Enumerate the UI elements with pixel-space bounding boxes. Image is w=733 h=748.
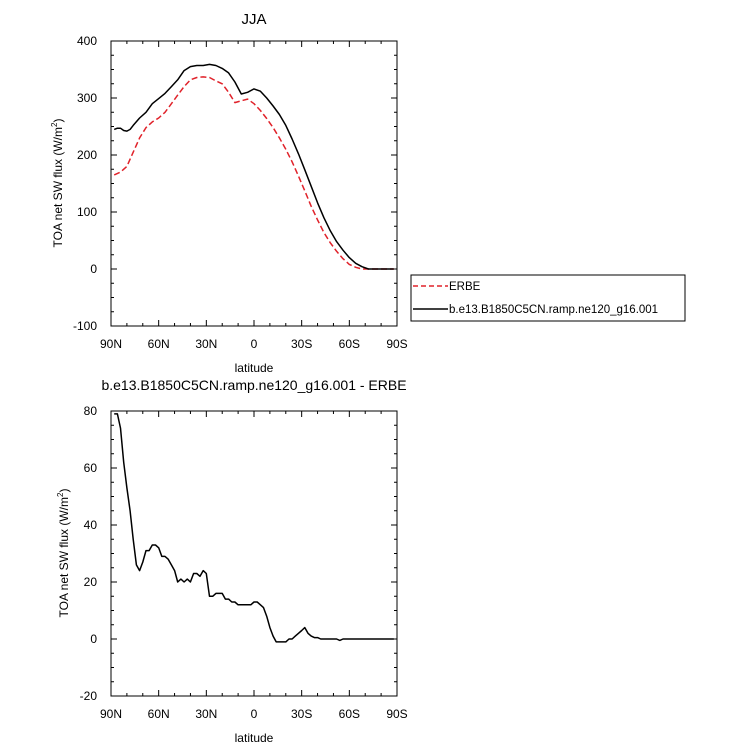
y-tick-label: 100 bbox=[77, 205, 97, 219]
legend-label-model: b.e13.B1850C5CN.ramp.ne120_g16.001 bbox=[449, 304, 658, 316]
y-tick-label: 60 bbox=[84, 461, 98, 475]
x-tick-label: 60N bbox=[148, 707, 170, 721]
y-axis-label-close: ) bbox=[51, 119, 65, 123]
series-group bbox=[114, 413, 394, 643]
legend: ERBE b.e13.B1850C5CN.ramp.ne120_g16.001 bbox=[410, 274, 686, 322]
x-tick-label: 60S bbox=[339, 707, 360, 721]
y-tick-label: 400 bbox=[77, 34, 97, 48]
y-axis-label-main: TOA net SW flux (W/m bbox=[57, 497, 71, 617]
x-tick-label: 30S bbox=[291, 707, 312, 721]
y-axis-label-superscript: 2 bbox=[56, 492, 65, 497]
y-axis-label-main: TOA net SW flux (W/m bbox=[51, 127, 65, 247]
y-tick-label: 20 bbox=[84, 575, 98, 589]
y-tick-label: 40 bbox=[84, 518, 98, 532]
x-tick-label: 30N bbox=[195, 707, 217, 721]
plot-frame bbox=[110, 410, 398, 697]
x-tick-label: 90S bbox=[386, 707, 407, 721]
x-tick-label: 90N bbox=[100, 337, 122, 351]
x-tick-label: 60S bbox=[339, 337, 360, 351]
x-axis-label: latitude bbox=[235, 361, 274, 375]
y-tick-label: 0 bbox=[90, 262, 97, 276]
series-line-erbe bbox=[113, 76, 394, 270]
chart-title: b.e13.B1850C5CN.ramp.ne120_g16.001 - ERB… bbox=[101, 377, 406, 393]
chart-jja: JJA 90N 60N 30N 0 30S 60S 90S -100 0 100 200 300 40… bbox=[50, 11, 686, 375]
y-axis-label-close: ) bbox=[57, 489, 71, 493]
y-tick-label: 80 bbox=[84, 404, 98, 418]
x-axis: 90N 60N 30N 0 30S 60S 90S bbox=[100, 41, 408, 351]
series-group bbox=[113, 63, 394, 270]
y-axis: -20 0 20 40 60 80 bbox=[80, 404, 397, 703]
y-tick-label: -20 bbox=[80, 689, 98, 703]
y-tick-label: -100 bbox=[73, 319, 97, 333]
x-axis: 90N 60N 30N 0 30S 60S 90S bbox=[100, 411, 408, 721]
x-tick-label: 0 bbox=[251, 707, 258, 721]
x-tick-label: 90S bbox=[386, 337, 407, 351]
y-tick-label: 300 bbox=[77, 91, 97, 105]
series-line-b-e13-b1850c5cn-ramp-ne120-g16-001 bbox=[113, 63, 394, 270]
y-axis-label: TOA net SW flux (W/m2) bbox=[50, 119, 65, 248]
x-tick-label: 90N bbox=[100, 707, 122, 721]
legend-label-erbe: ERBE bbox=[449, 281, 481, 293]
x-axis-label: latitude bbox=[235, 731, 274, 745]
chart-title: JJA bbox=[241, 11, 266, 28]
plot-frame bbox=[110, 40, 398, 327]
x-tick-label: 30S bbox=[291, 337, 312, 351]
series-line-b-e13-b1850c5cn-ramp-ne120-g16-001-erbe bbox=[114, 413, 394, 643]
x-tick-label: 60N bbox=[148, 337, 170, 351]
legend-box bbox=[410, 274, 686, 322]
x-tick-label: 0 bbox=[251, 337, 258, 351]
y-axis-label-superscript: 2 bbox=[50, 122, 59, 127]
y-tick-label: 0 bbox=[90, 632, 97, 646]
y-axis: -100 0 100 200 300 400 bbox=[73, 34, 397, 333]
y-axis-label: TOA net SW flux (W/m2) bbox=[56, 489, 71, 618]
x-tick-label: 30N bbox=[195, 337, 217, 351]
chart-difference: b.e13.B1850C5CN.ramp.ne120_g16.001 - ERB… bbox=[56, 377, 408, 745]
y-tick-label: 200 bbox=[77, 148, 97, 162]
